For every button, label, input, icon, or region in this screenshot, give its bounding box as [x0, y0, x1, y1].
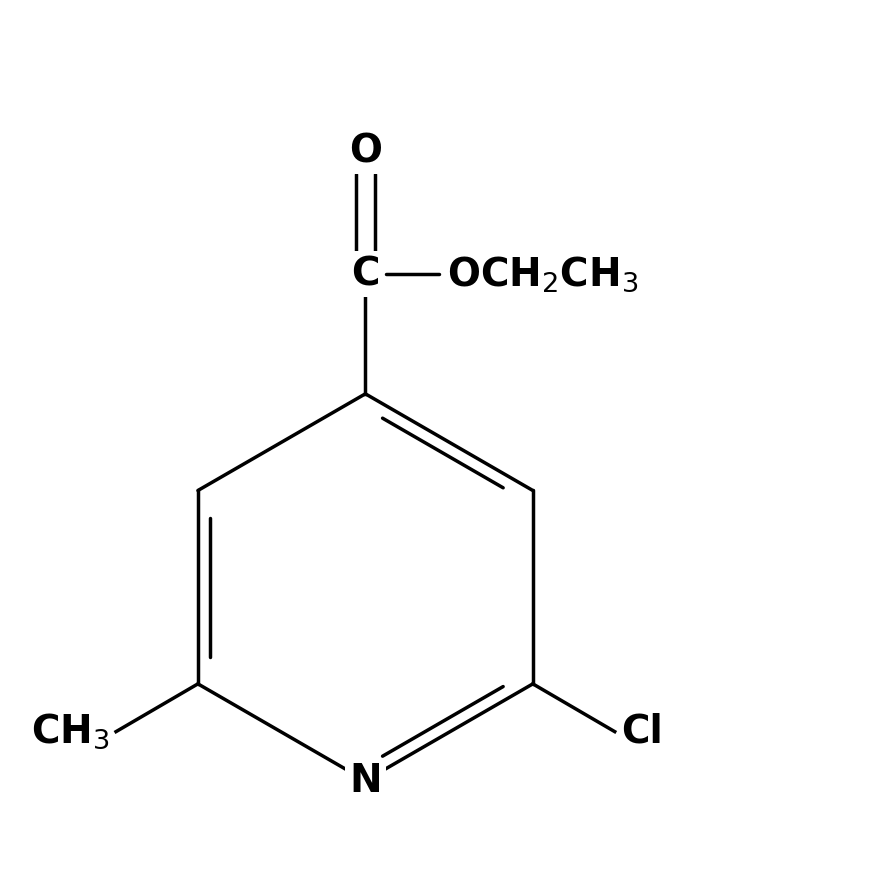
- Text: OCH$_2$CH$_3$: OCH$_2$CH$_3$: [448, 255, 639, 295]
- Text: N: N: [349, 762, 382, 799]
- Text: O: O: [349, 133, 382, 171]
- Text: Cl: Cl: [621, 713, 663, 750]
- Text: CH$_3$: CH$_3$: [30, 712, 109, 751]
- Text: C: C: [352, 255, 380, 294]
